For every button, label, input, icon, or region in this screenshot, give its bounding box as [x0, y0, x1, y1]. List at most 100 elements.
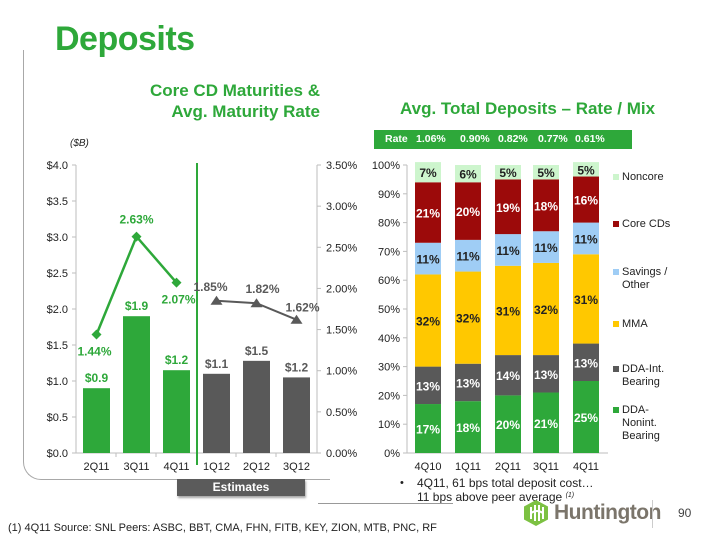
mix-segment-label: 21%: [416, 207, 440, 221]
mix-x-tick-label: 1Q11: [455, 461, 481, 473]
legend-item: Core CDs: [613, 218, 670, 231]
unit-label: ($B): [70, 138, 89, 149]
legend-item: Noncore: [613, 171, 664, 184]
x-tick-label: 1Q12: [203, 461, 230, 473]
rate-label: 1.62%: [285, 301, 319, 315]
left-chart-title-line1: Core CD Maturities &: [149, 81, 320, 100]
legend-swatch: [613, 407, 619, 413]
bullet-line1: 4Q11, 61 bps total deposit cost…: [417, 476, 594, 490]
mix-segment: [455, 363, 481, 402]
legend-swatch: [613, 174, 619, 180]
rate-label: Rate: [385, 133, 408, 145]
mix-segment-label: 11%: [496, 244, 520, 258]
rate-value: 0.61%: [575, 133, 605, 145]
mix-segment: [455, 401, 481, 453]
mix-segment: [455, 271, 481, 364]
mix-segment: [573, 162, 599, 177]
bullet-marker: •: [400, 477, 404, 489]
mix-segment-label: 11%: [456, 250, 480, 264]
mix-segment: [533, 179, 559, 232]
legend-label: Other: [622, 279, 650, 291]
mix-segment: [415, 404, 441, 453]
legend-item: MMA: [613, 318, 648, 331]
mix-segment: [495, 234, 521, 266]
huntington-logo-icon: [524, 500, 548, 526]
maturity-bar: [283, 377, 310, 453]
mix-segment: [533, 262, 559, 356]
estimates-label: Estimates: [177, 479, 305, 496]
mix-x-tick-label: 4Q11: [573, 461, 599, 473]
mix-segment-label: 13%: [534, 368, 558, 382]
mix-segment: [495, 179, 521, 235]
maturity-bar: [83, 388, 110, 453]
legend-label: DDA-Int.: [622, 363, 665, 375]
mix-segment-label: 18%: [456, 421, 480, 435]
footnote: (1) 4Q11 Source: SNL Peers: ASBC, BBT, C…: [8, 522, 437, 534]
mix-segment-label: 21%: [534, 417, 558, 431]
maturity-bar: [243, 360, 270, 453]
rate-bar: Rate 1.06% 0.90% 0.82% 0.77% 0.61%: [374, 130, 632, 149]
legend-swatch: [613, 221, 619, 227]
rate-marker-triangle: [210, 295, 223, 305]
mix-y-tick-label: 20%: [378, 390, 400, 402]
mix-segment-label: 32%: [416, 315, 440, 329]
mix-segment-label: 6%: [459, 168, 477, 182]
rate-label: 1.85%: [193, 280, 227, 294]
mix-y-tick-label: 80%: [378, 218, 400, 230]
logo-text: Huntington: [554, 501, 661, 524]
mix-segment-label: 13%: [574, 356, 598, 370]
maturity-bar: [123, 316, 150, 453]
mix-segment-label: 17%: [416, 423, 440, 437]
rate-marker-triangle: [250, 298, 263, 308]
mix-segment: [533, 231, 559, 263]
mix-segment-label: 31%: [574, 293, 598, 307]
mix-segment: [533, 165, 559, 180]
mix-segment: [495, 165, 521, 180]
mix-segment: [455, 239, 481, 272]
mix-segment-label: 5%: [499, 166, 517, 180]
rate-marker-triangle: [290, 314, 303, 324]
mix-segment: [415, 274, 441, 367]
right-y-tick-label: 3.50%: [326, 160, 357, 172]
mix-y-tick-label: 40%: [378, 333, 400, 345]
mix-y-tick-label: 90%: [378, 189, 400, 201]
mix-segment-label: 32%: [534, 303, 558, 317]
mix-segment-label: 13%: [416, 379, 440, 393]
legend-label: Nonint.: [622, 417, 657, 429]
legend-swatch: [613, 269, 619, 275]
mix-segment-label: 7%: [419, 166, 437, 180]
mix-segment-label: 13%: [456, 376, 480, 390]
mix-segment-label: 18%: [534, 199, 558, 213]
mix-segment: [573, 254, 599, 344]
mix-segment-label: 14%: [496, 369, 520, 383]
mix-segment-label: 19%: [496, 201, 520, 215]
x-tick-label: 2Q12: [243, 461, 270, 473]
mix-segment: [533, 392, 559, 453]
legend-item: DDA-Int. Bearing: [613, 363, 665, 389]
right-y-tick-label: 0.00%: [326, 448, 357, 460]
rate-label: 2.63%: [119, 213, 153, 227]
panel-border-mask: [330, 470, 720, 490]
maturity-bar-label: $0.9: [85, 371, 109, 385]
mix-segment: [495, 395, 521, 453]
legend-label: Bearing: [622, 376, 660, 388]
mix-y-tick-label: 30%: [378, 362, 400, 374]
left-y-tick-label: $0.5: [47, 412, 68, 424]
mix-segment-label: 11%: [534, 241, 558, 255]
footer-rule: [318, 503, 453, 504]
rate-label: 1.82%: [245, 282, 279, 296]
mix-segment: [415, 162, 441, 183]
footer-separator: [652, 500, 653, 528]
mix-segment: [573, 343, 599, 381]
mix-y-tick-label: 10%: [378, 419, 400, 431]
mix-segment-label: 31%: [496, 304, 520, 318]
mix-segment-label: 5%: [577, 163, 595, 177]
mix-segment: [573, 381, 599, 453]
mix-x-tick-label: 4Q10: [415, 461, 442, 473]
rate-value: 0.77%: [538, 133, 568, 145]
mix-segment-label: 5%: [537, 166, 555, 180]
bullet-footnote-ref: (1): [565, 492, 575, 499]
rate-label: 1.44%: [77, 345, 111, 359]
mix-segment: [573, 222, 599, 255]
right-y-tick-label: 0.50%: [326, 407, 357, 419]
